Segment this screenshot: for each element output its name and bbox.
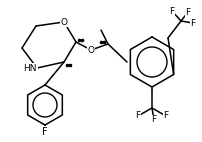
Text: HN: HN [23,63,37,73]
Text: F: F [152,115,157,125]
Text: F: F [42,127,48,137]
Text: F: F [163,111,168,121]
Text: F: F [135,111,141,121]
Text: O: O [87,45,95,55]
Text: O: O [61,17,67,27]
Text: F: F [190,18,196,28]
Text: F: F [169,7,175,15]
Text: F: F [185,8,190,16]
